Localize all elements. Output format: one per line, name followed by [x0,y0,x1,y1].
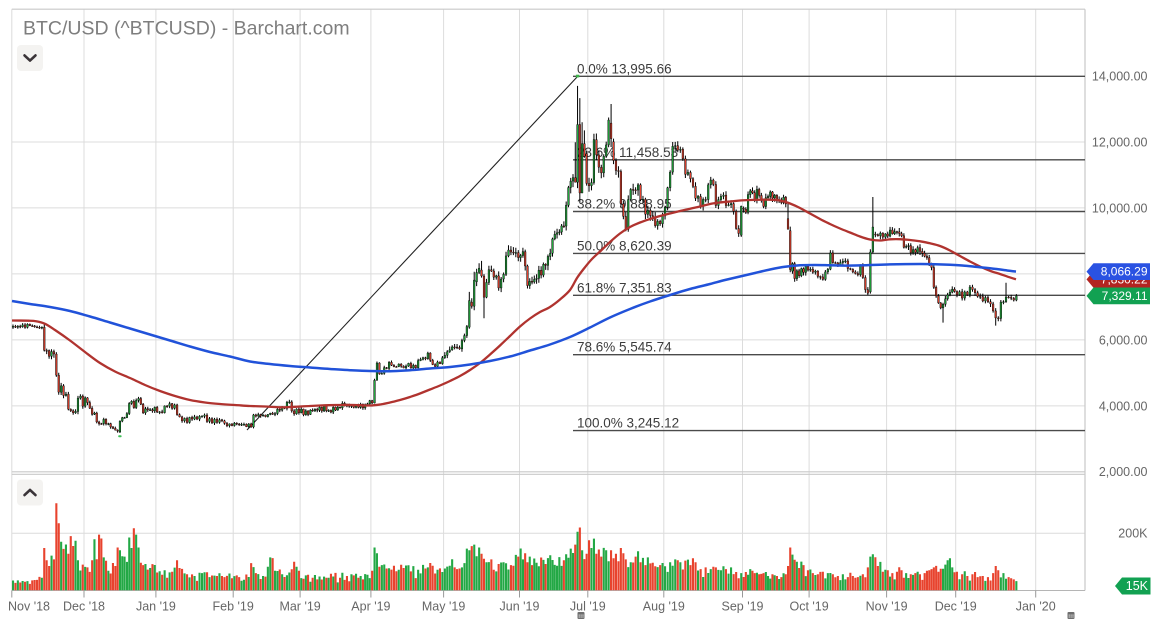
svg-text:14,000.00: 14,000.00 [1092,69,1148,83]
svg-text:Apr '19: Apr '19 [351,600,390,614]
svg-text:4,000.00: 4,000.00 [1099,399,1148,413]
svg-text:Jul '19: Jul '19 [570,600,606,614]
svg-text:2,000.00: 2,000.00 [1099,465,1148,479]
svg-text:Nov '18: Nov '18 [8,600,50,614]
svg-text:Feb '19: Feb '19 [213,600,254,614]
svg-text:Sep '19: Sep '19 [721,600,763,614]
svg-text:8,066.29: 8,066.29 [1101,265,1148,279]
svg-text:Jan '20: Jan '20 [1016,600,1056,614]
svg-text:23.6% 11,458.53: 23.6% 11,458.53 [577,145,678,160]
svg-text:7,329.11: 7,329.11 [1102,289,1148,303]
svg-text:Nov '19: Nov '19 [866,600,908,614]
svg-text:78.6% 5,545.74: 78.6% 5,545.74 [577,340,672,355]
svg-text:BTC/USD (^BTCUSD) - Barchart.c: BTC/USD (^BTCUSD) - Barchart.com [23,18,350,40]
svg-text:15K: 15K [1126,579,1149,593]
svg-text:200K: 200K [1118,527,1148,541]
svg-text:100.0% 3,245.12: 100.0% 3,245.12 [577,416,679,431]
svg-text:50.0% 8,620.39: 50.0% 8,620.39 [577,238,672,253]
svg-text:12,000.00: 12,000.00 [1092,135,1148,149]
svg-text:Aug '19: Aug '19 [643,600,685,614]
svg-text:Jun '19: Jun '19 [500,600,540,614]
svg-text:Dec '18: Dec '18 [63,600,105,614]
svg-text:10,000.00: 10,000.00 [1092,201,1148,215]
svg-text:0.0% 13,995.66: 0.0% 13,995.66 [577,61,672,76]
svg-text:Jan '19: Jan '19 [136,600,176,614]
svg-text:May '19: May '19 [422,600,465,614]
svg-text:61.8% 7,351.83: 61.8% 7,351.83 [577,280,672,295]
svg-text:Oct '19: Oct '19 [789,600,828,614]
svg-text:6,000.00: 6,000.00 [1099,333,1148,347]
svg-text:Dec '19: Dec '19 [935,600,977,614]
svg-text:Mar '19: Mar '19 [279,600,320,614]
